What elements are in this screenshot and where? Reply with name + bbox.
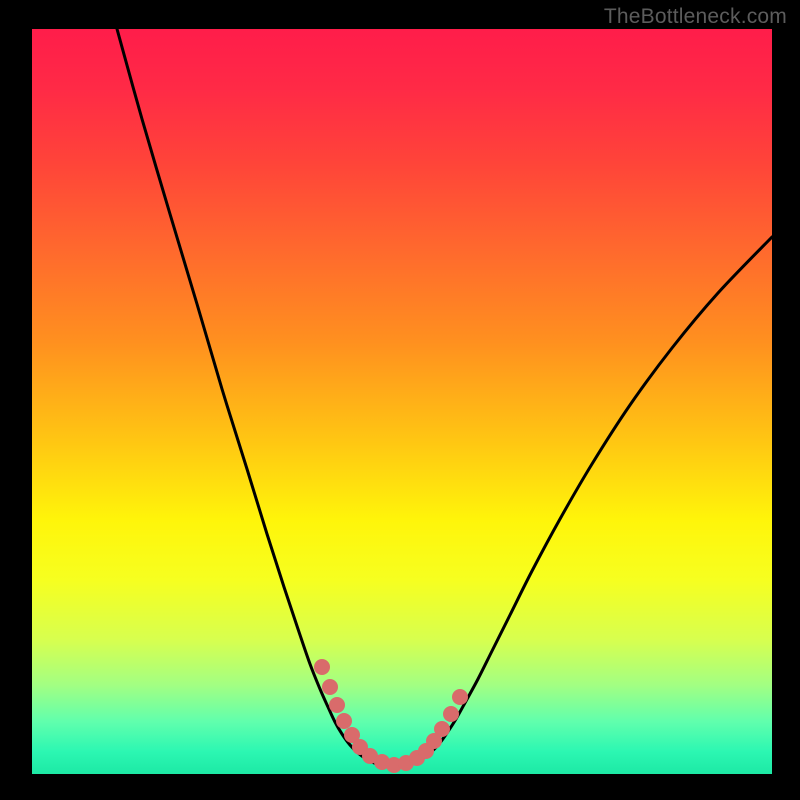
chart-svg xyxy=(32,29,772,774)
highlight-marker xyxy=(329,697,345,713)
highlight-marker xyxy=(336,713,352,729)
highlight-marker xyxy=(314,659,330,675)
highlight-marker xyxy=(322,679,338,695)
highlight-marker xyxy=(434,721,450,737)
watermark-text: TheBottleneck.com xyxy=(604,5,787,29)
highlight-marker xyxy=(443,706,459,722)
gradient-background xyxy=(32,29,772,774)
highlight-marker xyxy=(452,689,468,705)
chart-plot-area xyxy=(32,29,772,774)
